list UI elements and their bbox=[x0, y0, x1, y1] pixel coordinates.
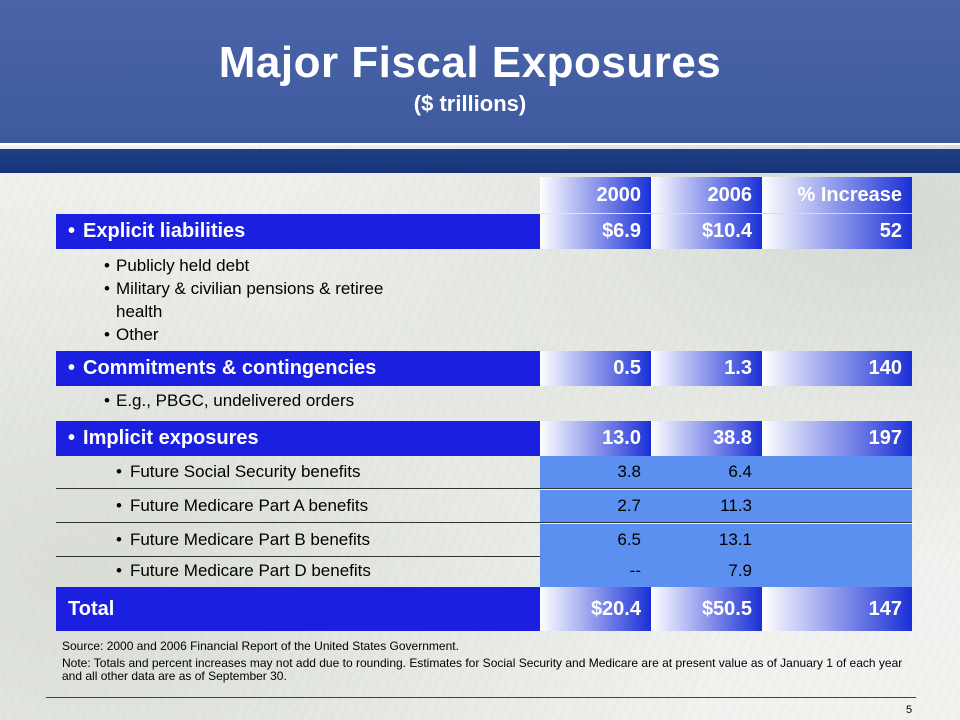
explicit-2000: $6.9 bbox=[540, 214, 651, 249]
commitments-2000: 0.5 bbox=[540, 351, 651, 386]
row-implicit-exposures: Implicit exposures bbox=[56, 421, 540, 456]
page-number: 5 bbox=[906, 704, 913, 716]
list-item: • Other bbox=[104, 325, 159, 344]
header-band bbox=[0, 149, 960, 173]
table-cell bbox=[762, 456, 912, 489]
table-cell bbox=[762, 490, 912, 523]
commitments-2006: 1.3 bbox=[651, 351, 762, 386]
slide-header bbox=[0, 0, 960, 145]
page-title: Major Fiscal Exposures bbox=[218, 38, 722, 87]
explicit-pct: 52 bbox=[762, 214, 912, 249]
page-subtitle: ($ trillions) bbox=[413, 91, 527, 116]
list-item: • E.g., PBGC, undelivered orders bbox=[104, 391, 355, 410]
row-label: Commitments & contingencies bbox=[68, 357, 376, 380]
list-item-continuation: health bbox=[116, 302, 163, 321]
table-row: Future Medicare Part B benefits bbox=[56, 524, 540, 557]
table-row: Future Social Security benefits bbox=[56, 456, 540, 489]
source-note: Source: 2000 and 2006 Financial Report o… bbox=[62, 639, 459, 653]
implicit-2000: 13.0 bbox=[540, 421, 651, 456]
table-cell: 2.7 bbox=[540, 490, 651, 523]
column-header-2006: 2006 bbox=[651, 177, 762, 213]
footnote: Note: Totals and percent increases may n… bbox=[62, 656, 903, 683]
list-item: • Publicly held debt bbox=[104, 256, 250, 275]
explicit-2006: $10.4 bbox=[651, 214, 762, 249]
total-2000: $20.4 bbox=[540, 587, 651, 631]
column-header-pct-increase: % Increase bbox=[762, 177, 912, 213]
row-commitments-contingencies: Commitments & contingencies bbox=[56, 351, 540, 386]
row-explicit-liabilities: Explicit liabilities bbox=[56, 214, 540, 249]
table-cell: 13.1 bbox=[651, 524, 762, 557]
table-row: Future Medicare Part D benefits bbox=[56, 554, 540, 587]
table-cell bbox=[762, 524, 912, 557]
commitments-pct: 140 bbox=[762, 351, 912, 386]
total-2006: $50.5 bbox=[651, 587, 762, 631]
table-cell: 6.4 bbox=[651, 456, 762, 489]
table-cell: 7.9 bbox=[651, 554, 762, 587]
table-cell bbox=[762, 554, 912, 587]
list-item: • Military & civilian pensions & retiree bbox=[104, 279, 384, 298]
table-cell: -- bbox=[540, 554, 651, 587]
column-header-2000: 2000 bbox=[540, 177, 651, 213]
row-label: Implicit exposures bbox=[68, 427, 259, 450]
footer-divider bbox=[46, 697, 916, 698]
table-row: Future Medicare Part A benefits bbox=[56, 490, 540, 523]
table-cell: 6.5 bbox=[540, 524, 651, 557]
row-total: Total bbox=[56, 587, 540, 631]
total-pct: 147 bbox=[762, 587, 912, 631]
table-cell: 3.8 bbox=[540, 456, 651, 489]
implicit-pct: 197 bbox=[762, 421, 912, 456]
table-cell: 11.3 bbox=[651, 490, 762, 523]
row-label: Explicit liabilities bbox=[68, 220, 245, 243]
implicit-2006: 38.8 bbox=[651, 421, 762, 456]
